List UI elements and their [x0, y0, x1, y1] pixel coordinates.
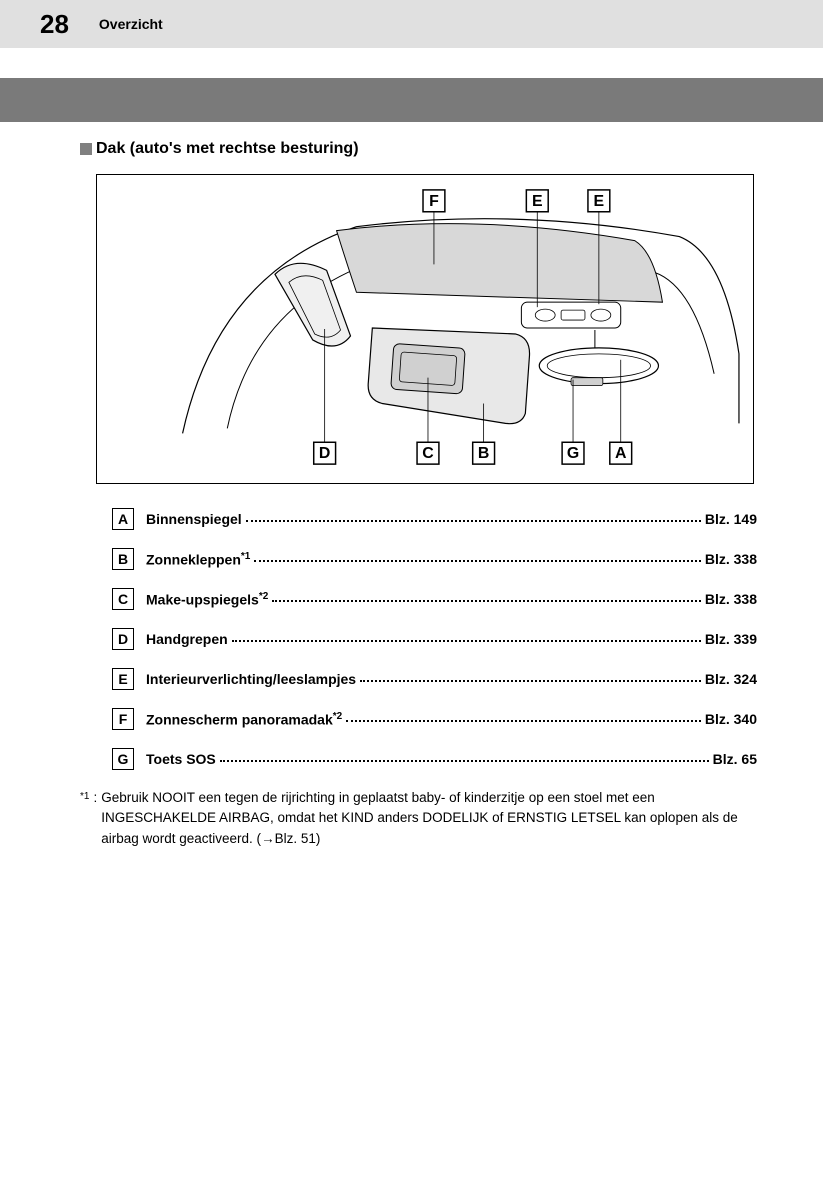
legend-label: Zonnescherm panoramadak*2 [146, 711, 342, 728]
legend-label: Toets SOS [146, 751, 216, 767]
legend-row: G Toets SOS Blz. 65 [112, 748, 757, 770]
header-title: Overzicht [99, 16, 163, 32]
legend-page: Blz. 324 [705, 671, 757, 687]
legend-row: A Binnenspiegel Blz. 149 [112, 508, 757, 530]
legend-row: F Zonnescherm panoramadak*2 Blz. 340 [112, 708, 757, 730]
roof-diagram: F E E D C B G A [96, 174, 754, 484]
legend-label: Binnenspiegel [146, 511, 242, 527]
legend-dots [346, 712, 701, 722]
legend-row: E Interieurverlichting/leeslampjes Blz. 32… [112, 668, 757, 690]
callout-letter: A [615, 445, 627, 462]
legend-page: Blz. 340 [705, 711, 757, 727]
arrow-icon: → [261, 831, 275, 846]
footnote-colon: : [93, 788, 97, 849]
legend-label: Zonnekleppen*1 [146, 551, 250, 568]
legend-superscript: *2 [259, 591, 268, 602]
legend-letter-box: A [112, 508, 134, 530]
legend-dots [254, 552, 701, 562]
legend-letter-box: B [112, 548, 134, 570]
legend-dots [220, 752, 709, 762]
callout-letter: B [478, 445, 489, 462]
section-title-text: Dak (auto's met rechtse besturing) [96, 140, 359, 158]
legend-page: Blz. 339 [705, 631, 757, 647]
footnote-marker: *1 [80, 788, 89, 849]
legend-letter-box: F [112, 708, 134, 730]
overhead-console [521, 302, 620, 328]
page-number: 28 [40, 9, 69, 40]
legend-page: Blz. 338 [705, 591, 757, 607]
legend-label: Interieurverlichting/leeslampjes [146, 671, 356, 687]
legend-page: Blz. 149 [705, 511, 757, 527]
legend-label: Make-upspiegels*2 [146, 591, 268, 608]
section-title: Dak (auto's met rechtse besturing) [80, 140, 757, 158]
footnote-text: Gebruik NOOIT een tegen de rijrichting i… [101, 788, 757, 849]
panorama-shade [337, 224, 663, 303]
legend-superscript: *1 [241, 551, 250, 562]
grab-handle [275, 263, 351, 346]
legend-letter-box: E [112, 668, 134, 690]
callout-letter: C [422, 445, 434, 462]
legend-letter-box: D [112, 628, 134, 650]
content-area: Dak (auto's met rechtse besturing) [0, 122, 823, 849]
legend-dots [360, 672, 701, 682]
callout-letter: F [429, 193, 439, 210]
legend-dots [232, 632, 701, 642]
legend-row: D Handgrepen Blz. 339 [112, 628, 757, 650]
callout-letter: E [594, 193, 605, 210]
legend-row: B Zonnekleppen*1 Blz. 338 [112, 548, 757, 570]
diagram-svg: F E E D C B G A [97, 175, 753, 483]
footnote: *1 : Gebruik NOOIT een tegen de rijricht… [80, 788, 757, 849]
legend-dots [246, 512, 701, 522]
gray-band [0, 78, 823, 122]
square-bullet-icon [80, 143, 92, 155]
footnote-after: Blz. 51) [275, 831, 321, 846]
footnote-before: Gebruik NOOIT een tegen de rijrichting i… [101, 790, 738, 846]
legend-row: C Make-upspiegels*2 Blz. 338 [112, 588, 757, 610]
sos-button [571, 378, 603, 386]
legend-letter-box: C [112, 588, 134, 610]
legend-page: Blz. 338 [705, 551, 757, 567]
callout-letter: E [532, 193, 543, 210]
legend-letter-box: G [112, 748, 134, 770]
legend-superscript: *2 [333, 711, 342, 722]
header-bar: 28 Overzicht [0, 0, 823, 48]
legend: A Binnenspiegel Blz. 149 B Zonnekleppen*1 Blz… [80, 508, 757, 770]
callout-letter: D [319, 445, 330, 462]
legend-label: Handgrepen [146, 631, 228, 647]
legend-page: Blz. 65 [713, 751, 757, 767]
legend-dots [272, 592, 701, 602]
callout-letter: G [567, 445, 579, 462]
